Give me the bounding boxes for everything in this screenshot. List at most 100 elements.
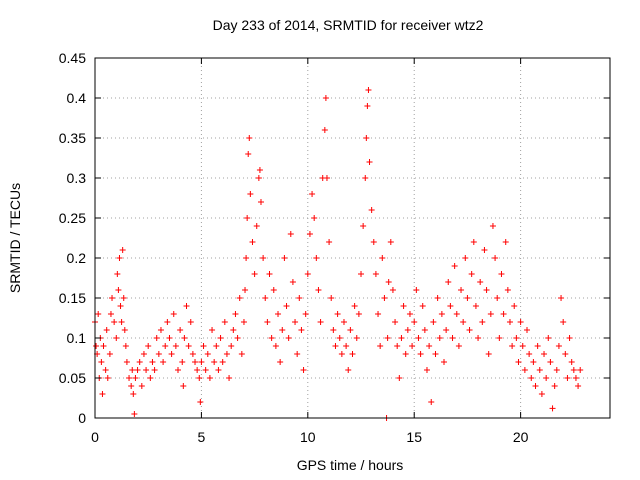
data-point [304,271,311,277]
data-point [120,295,127,301]
y-tick-label: 0 [78,410,86,426]
axes: 0 0.05 0.1 0.15 0.2 0.25 0.3 0.35 0.4 0.45 0 5 10 15 2… [59,50,610,445]
data-point [415,335,422,341]
data-point [264,319,271,325]
data-point [502,239,509,245]
data-point [95,311,102,317]
data-point [204,351,211,357]
data-point [116,255,123,261]
data-point [483,287,490,293]
data-point [118,319,125,325]
data-point [206,375,213,381]
data-point [551,383,558,389]
data-point [428,399,435,405]
data-point [360,223,367,229]
data-point [145,343,152,349]
data-point [244,215,251,221]
data-point [430,319,437,325]
x-tick-label: 5 [198,429,206,445]
data-point [183,303,190,309]
y-tick-label: 0.2 [67,250,87,266]
data-point [198,359,205,365]
data-point [400,303,407,309]
data-point [266,271,273,277]
data-point [368,207,375,213]
data-point [370,239,377,245]
x-tick-label: 10 [300,429,316,445]
data-point [334,311,341,317]
data-point [257,199,264,205]
data-point [492,255,499,261]
data-point [132,375,139,381]
data-point [197,399,204,405]
data-point [185,343,192,349]
data-point [180,383,187,389]
data-point [381,295,388,301]
data-point [109,295,116,301]
data-point [196,375,203,381]
data-point [226,375,233,381]
data-point [122,343,129,349]
data-point [426,343,433,349]
data-point [489,223,496,229]
data-point [545,335,552,341]
data-point [243,255,250,261]
data-point [509,343,516,349]
data-point [470,239,477,245]
data-point [472,303,479,309]
data-point [464,295,471,301]
data-point [517,319,524,325]
data-point [528,375,535,381]
data-point [296,295,303,301]
data-point [255,175,262,181]
data-point [272,343,279,349]
data-point [194,367,201,373]
data-point [566,335,573,341]
data-point [568,359,575,365]
data-point [384,335,391,341]
data-point [181,335,188,341]
data-point [434,295,441,301]
data-point [321,127,328,133]
data-point [128,383,135,389]
data-point [549,405,556,412]
data-point [322,95,329,101]
data-point [436,335,443,341]
data-point [174,367,181,373]
y-tick-label: 0.35 [59,130,86,146]
data-point [475,335,482,341]
data-point [411,319,418,325]
data-point [219,359,226,365]
data-point [481,247,488,253]
data-point [103,327,110,333]
data-points [92,87,584,421]
data-point [236,295,243,301]
data-point [521,367,528,373]
data-point [564,375,571,381]
data-point [453,311,460,317]
data-point [100,343,107,349]
data-point [326,239,333,245]
data-point [143,367,150,373]
data-point [232,311,239,317]
x-tick-label: 15 [406,429,422,445]
data-point [347,327,354,333]
data-point [496,335,503,341]
data-point [392,319,399,325]
data-point [300,367,307,373]
data-point [365,87,372,93]
data-point [555,343,562,349]
data-point [294,351,301,357]
data-point [417,351,424,357]
y-tick-label: 0.4 [67,90,87,106]
data-point [515,359,522,365]
data-point [494,295,501,301]
data-point [394,343,401,349]
data-point [355,311,362,317]
data-point [396,375,403,381]
data-point [102,367,109,373]
data-point [479,319,486,325]
data-point [98,359,105,365]
data-point [362,175,369,181]
